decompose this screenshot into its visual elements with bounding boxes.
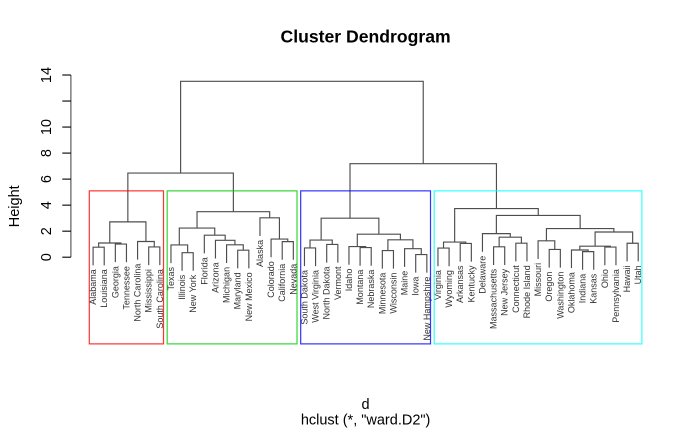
y-axis-tick-label: 14 [39,67,55,83]
leaf-label: Maine [400,271,410,296]
leaf-label: North Carolina [133,264,143,322]
leaf-label: Rhode Island [522,265,532,318]
leaf-label: Tennessee [121,266,131,310]
leaf-label: Idaho [344,269,354,292]
cluster-rect-blue [300,190,432,345]
leaf-label: Georgia [110,266,120,298]
leaf-label: Indiana [578,274,588,304]
leaf-label: Iowa [411,277,421,296]
leaf-label: Hawaii [622,265,632,292]
leaf-label: Wisconsin [388,273,398,314]
leaf-label: Nebraska [366,270,376,309]
leaf-label: Ohio [600,269,610,288]
dendrogram-tree [92,80,639,273]
leaf-label: Kansas [589,273,599,304]
leaf-label: Montana [355,270,365,305]
leaf-label: Illinois [177,274,187,300]
leaf-label: New Jersey [500,268,510,316]
leaf-label: Michigan [222,267,232,303]
leaf-label: Alaska [255,240,265,267]
leaf-label: Utah [633,265,643,284]
cluster-rect-green3 [166,190,298,345]
cluster-rect-cyan [433,190,643,345]
subtitle: hclust (*, "ward.D2") [301,413,431,429]
y-axis: 0 2 4 6 8 10 14 [39,67,72,261]
leaf-label: Washington [555,272,565,319]
leaf-label: North Dakota [322,267,332,320]
leaf-label: Missouri [533,263,543,297]
leaf-label: Florida [199,257,209,285]
leaf-label: Arizona [210,262,220,293]
leaf-label: West Virginia [311,270,321,323]
leaf-label: New Mexico [244,272,254,321]
leaf-label: Maryland [233,272,243,309]
cluster-rectangles [88,190,643,345]
leaf-label: Oregon [544,272,554,302]
chart-title: Cluster Dendrogram [281,27,451,47]
leaf-label: Oklahoma [566,272,576,313]
y-axis-tick-label: 10 [39,119,55,135]
y-axis-tick-label: 8 [39,149,55,157]
dendrogram-branches [92,80,639,273]
leaf-label: Connecticut [511,265,521,313]
leaf-label: Mississippi [144,269,154,313]
leaf-label: Pennsylvania [611,269,621,323]
y-axis-tick-label: 2 [39,227,55,235]
leaf-label: Arkansas [455,265,465,303]
cluster-rect-red [88,190,165,345]
leaf-label: Minnesota [377,273,387,315]
leaf-label: Colorado [266,261,276,298]
leaf-label: Texas [166,267,176,291]
y-axis-title: Height [7,185,23,227]
x-axis-title: d [362,397,370,413]
leaf-label: Kentucky [466,265,476,303]
y-axis-tick-label: 4 [39,201,55,209]
leaf-label: South Dakota [299,270,309,325]
leaf-label: California [277,264,287,302]
leaf-label: Alabama [88,269,98,305]
leaf-label: New York [188,274,198,313]
leaf-label: New Hampshire [422,277,432,341]
leaf-label: Nevada [288,264,298,295]
leaf-label: Vermont [333,266,343,300]
leaf-label: Louisiana [99,269,109,308]
leaf-label: Wyoming [444,270,454,307]
y-axis-tick-label: 0 [39,253,55,261]
leaf-labels: Alabama Louisiana Georgia Tennessee North Ca… [88,240,643,341]
y-axis-tick-label: 6 [39,175,55,183]
leaf-label: Virginia [433,270,443,300]
leaf-label: Massachusetts [489,268,499,329]
leaf-label: South Carolina [155,269,165,329]
leaf-label: Delaware [477,256,487,294]
